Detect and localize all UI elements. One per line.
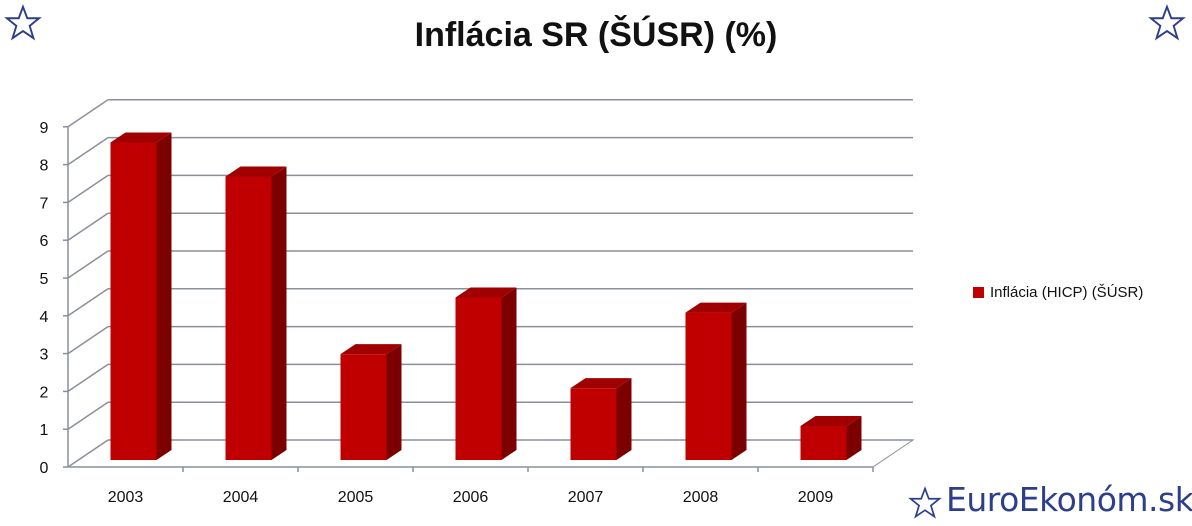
x-tick-label: 2006 <box>453 489 489 506</box>
legend: Inflácia (HICP) (ŠÚSR) <box>973 284 1143 301</box>
bar-top <box>455 287 517 298</box>
y-tick-label: 3 <box>40 347 49 364</box>
y-tick-label: 0 <box>40 460 49 477</box>
bar-side <box>846 415 862 460</box>
bar-side <box>271 166 287 460</box>
bar-top <box>225 166 287 177</box>
bar-side <box>501 287 517 460</box>
gridline-diagonal <box>67 136 109 166</box>
bar-front <box>685 312 732 460</box>
gridline-diagonal <box>67 288 109 317</box>
bar-front <box>570 388 617 460</box>
bar <box>455 287 517 460</box>
bar <box>685 302 747 460</box>
gridline-diagonal <box>67 99 109 128</box>
bar-side <box>616 378 632 460</box>
y-tick-label: 7 <box>40 195 49 212</box>
bar <box>225 166 287 460</box>
bar-front <box>110 142 157 461</box>
y-tick-label: 6 <box>40 233 49 250</box>
gridline-diagonal <box>67 212 109 241</box>
bar-front <box>455 297 502 460</box>
legend-label: Inflácia (HICP) (ŠÚSR) <box>990 284 1144 301</box>
y-tick-label: 1 <box>40 422 49 439</box>
bar-top <box>685 302 747 313</box>
bar <box>800 415 862 460</box>
gridline-diagonal <box>67 250 109 279</box>
gridline-diagonal <box>67 325 109 355</box>
y-tick-label: 4 <box>40 309 49 326</box>
bar-top <box>570 378 632 389</box>
bar <box>340 344 402 460</box>
x-tick-label: 2003 <box>108 489 144 506</box>
bar-top <box>340 344 402 355</box>
bar-top <box>800 415 862 426</box>
bar <box>110 132 172 461</box>
y-tick-label: 8 <box>40 158 49 175</box>
brand-logo-text: EuroEkonóm.sk <box>946 480 1192 519</box>
bar-layer <box>110 132 862 461</box>
x-tick-label: 2005 <box>338 489 374 506</box>
star-icon-top-right <box>1148 4 1186 41</box>
x-tick-label: 2009 <box>798 489 834 506</box>
star-icon-brand <box>908 486 942 519</box>
bar-front <box>800 425 847 460</box>
gridline-diagonal <box>67 439 109 468</box>
bar-side <box>386 344 402 460</box>
bar-side <box>731 302 747 460</box>
label-layer: 0 1 2 3 4 5 6 7 8 9 2003 2004 2005 2006 2007 2008 2009 <box>40 120 834 506</box>
bar-top <box>110 132 172 143</box>
gridline-diagonal <box>67 401 109 430</box>
bar <box>570 378 632 460</box>
gridline-diagonal <box>67 363 109 393</box>
legend-swatch <box>973 287 984 298</box>
y-tick-label: 9 <box>40 120 49 137</box>
x-tick-label: 2004 <box>223 489 259 506</box>
y-tick-label: 2 <box>40 384 49 401</box>
x-tick-label: 2008 <box>683 489 719 506</box>
y-tick-label: 5 <box>40 271 49 288</box>
gridline-diagonal <box>67 174 109 204</box>
x-tick-label: 2007 <box>568 489 604 506</box>
chart-title: Inflácia SR (ŠÚSR) (%) <box>414 16 778 54</box>
bar-front <box>340 354 387 460</box>
bar-front <box>225 176 272 460</box>
star-icon-top-left <box>4 4 42 41</box>
bar-side <box>156 132 172 461</box>
